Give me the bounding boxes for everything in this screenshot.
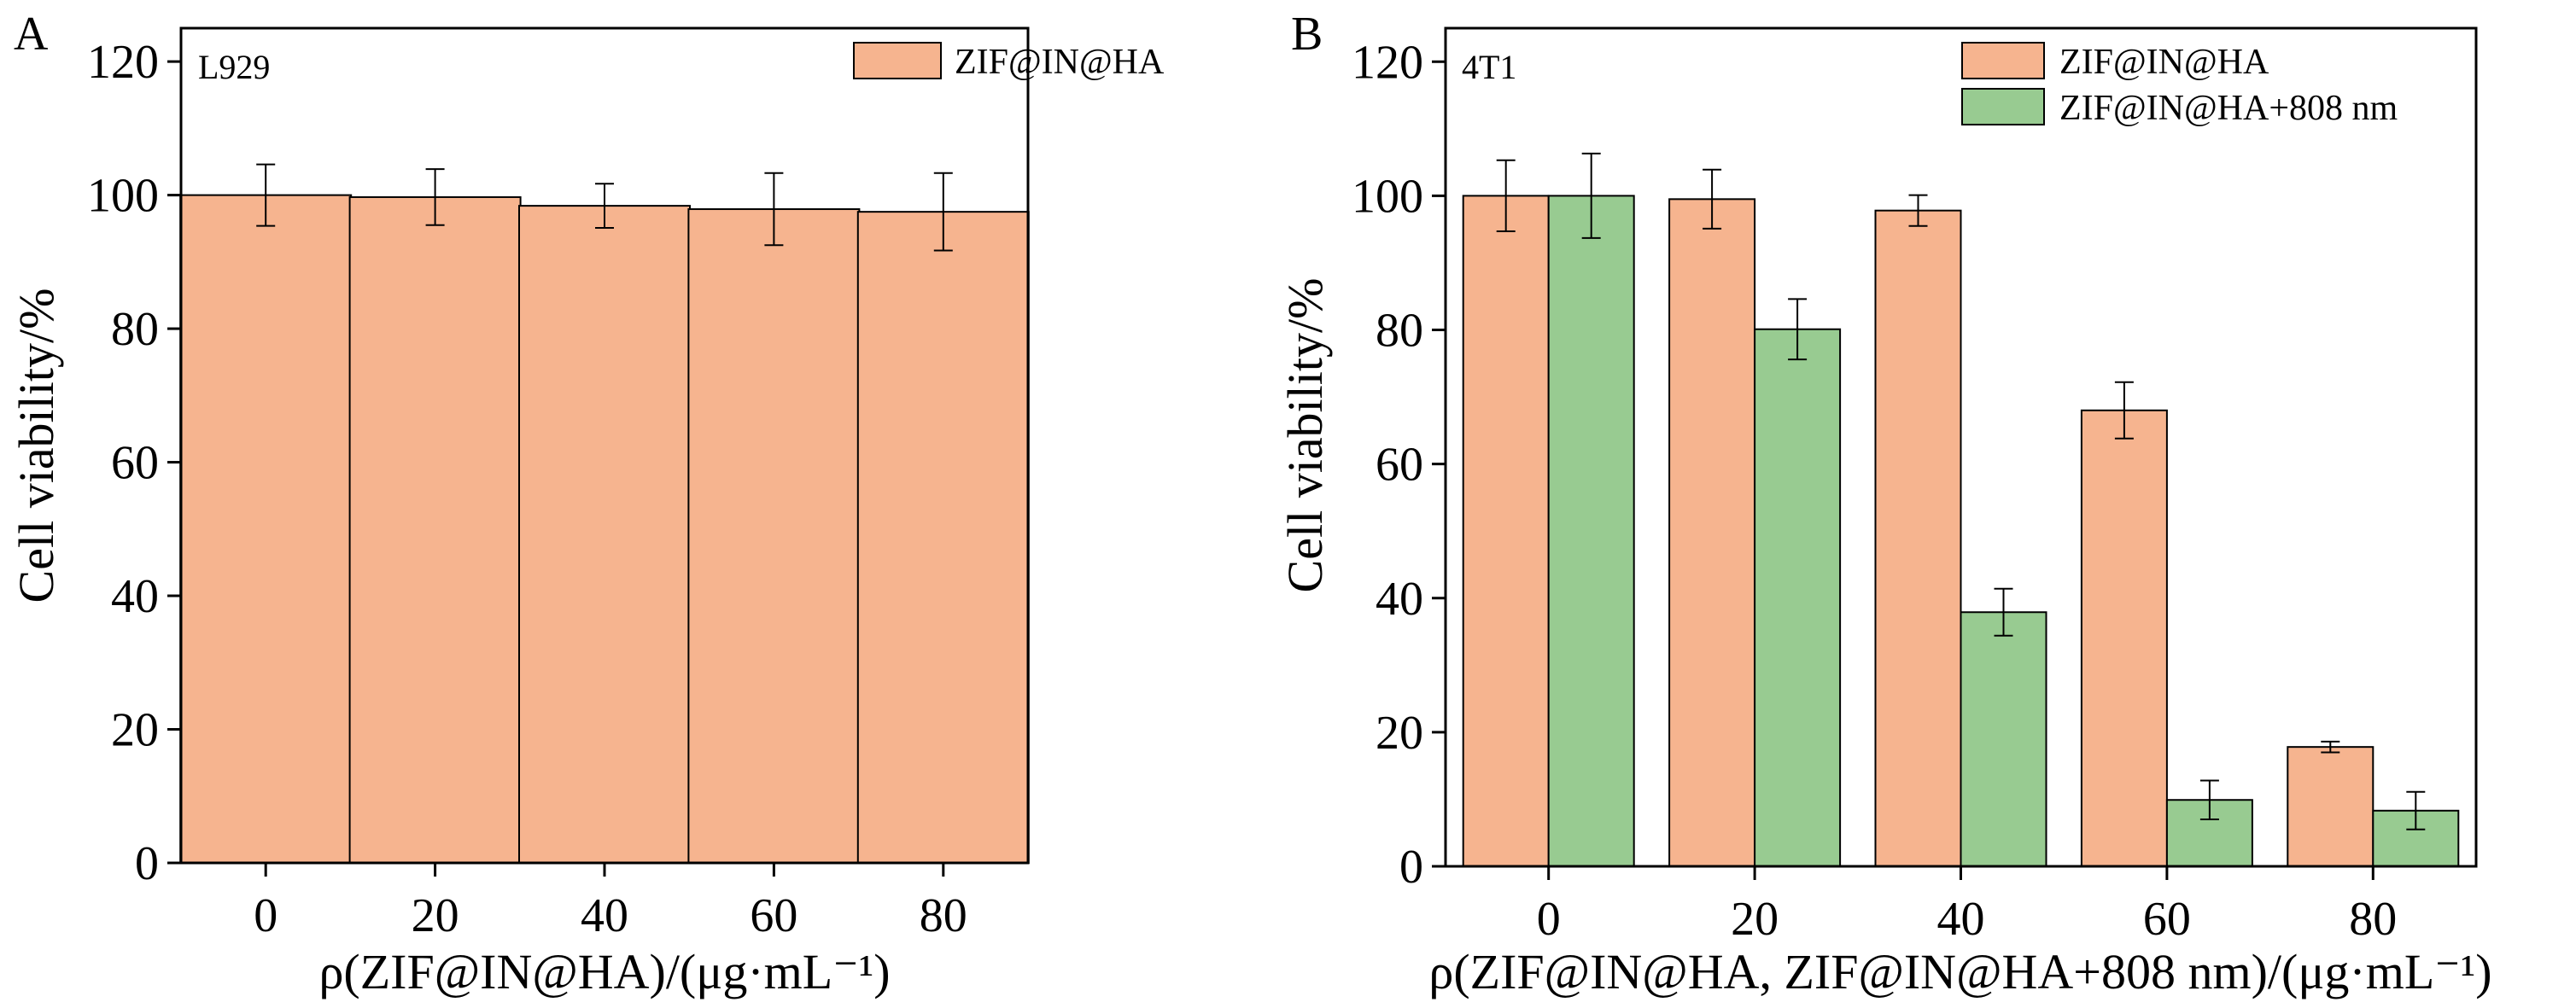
panel-b-bar-s2-20 [1754,328,1842,868]
panel-a-y-tick-label-40: 40 [111,570,159,623]
panel-a-x-tick-label-80: 80 [920,889,967,942]
panel-a-bar-s1-60 [687,208,861,864]
panel-b-cell-line-label: 4T1 [1462,48,1516,86]
panel-a-letter: A [14,8,49,61]
panel-a-bar-s1-20 [348,195,522,864]
panel-b-legend-label-2: ZIF@IN@HA+808 nm [2059,89,2398,128]
panel-b-x-axis: 0 20 40 60 80 [1537,866,2397,946]
panel-b-x-tick-label-60: 60 [2143,893,2191,946]
panel-b-error-bar-s1-0 [1496,159,1516,233]
panel-b-y-tick-label-40: 40 [1376,573,1423,626]
panel-a: A 0 20 40 60 80 100 120 0 20 40 60 80 L929 ZIF@IN@… [9,8,1165,999]
panel-a-y-tick-label-80: 80 [111,303,159,356]
panel-a-legend-label: ZIF@IN@HA [955,43,1165,82]
panel-a-bar-s1-80 [856,211,1030,865]
panel-b-bar-s1-80 [2287,746,2374,868]
panel-a-x-tick-label-40: 40 [581,889,628,942]
panel-a-y-tick-label-120: 120 [87,36,159,89]
panel-a-x-tick-label-60: 60 [750,889,797,942]
panel-b-error-bar-s2-80 [2406,790,2426,830]
panel-b-bar-s1-20 [1668,198,1756,867]
panel-a-x-tick-label-0: 0 [254,889,277,942]
panel-b-bar-s1-0 [1462,195,1550,867]
panel-a-y-tick-label-100: 100 [87,170,159,223]
panel-b-bar-s1-60 [2080,409,2168,867]
panel-b-error-bar-s1-60 [2114,381,2134,440]
panel-b-y-axis: 0 20 40 60 80 100 120 [1352,36,1446,894]
panel-a-error-bar-s1-0 [256,163,276,227]
panel-b-x-axis-title: ρ(ZIF@IN@HA, ZIF@IN@HA+808 nm)/(μg·mL⁻¹) [1428,944,2491,999]
panel-b-error-bar-s1-40 [1908,194,1928,227]
panel-b-error-bar-s2-0 [1581,152,1601,239]
panel-a-bar-s1-40 [518,205,691,864]
panel-a-y-axis: 0 20 40 60 80 100 120 [87,36,181,890]
panel-a-y-tick-label-20: 20 [111,704,159,757]
panel-b-x-tick-label-80: 80 [2349,893,2397,946]
panel-b-error-bar-s2-40 [1994,587,2013,637]
panel-b-x-tick-label-40: 40 [1937,893,1985,946]
panel-a-error-bar-s1-20 [425,168,445,226]
panel-b-y-tick-label-0: 0 [1399,841,1423,894]
panel-b-letter: B [1291,8,1323,61]
panel-b-bar-s1-40 [1874,209,1962,867]
panel-b-y-tick-label-80: 80 [1376,305,1423,358]
panel-b-bars [1462,195,2460,868]
panel-a-x-tick-label-20: 20 [412,889,459,942]
panel-b-error-bar-s1-20 [1703,168,1722,230]
panel-b: B 0 20 40 60 80 100 120 0 20 40 60 80 4T1 ZIF@IN@H… [1277,8,2492,999]
panel-b-error-bar-s2-60 [2199,779,2219,821]
panel-b-bar-s2-40 [1960,611,2047,868]
panel-a-x-axis-title: ρ(ZIF@IN@HA)/(μg·mL⁻¹) [318,944,890,999]
panel-a-error-bar-s1-60 [764,172,784,247]
panel-b-x-tick-label-20: 20 [1731,893,1779,946]
panel-b-y-tick-label-120: 120 [1352,36,1423,89]
panel-b-bar-s2-0 [1547,195,1635,867]
panel-b-y-tick-label-60: 60 [1376,439,1423,492]
panel-a-bar-s1-0 [179,194,353,865]
panel-b-y-tick-label-100: 100 [1352,170,1423,223]
panel-a-error-bar-s1-40 [595,183,614,229]
panel-a-y-tick-label-0: 0 [135,837,159,890]
panel-b-y-tick-label-20: 20 [1376,707,1423,760]
panel-a-cell-line-label: L929 [198,48,270,86]
panel-a-legend-swatch [853,42,942,79]
panel-b-legend-swatch-2 [1961,88,2045,125]
panel-b-y-axis-title: Cell viability/% [1277,278,1333,593]
panel-b-error-bar-s2-20 [1788,298,1808,361]
panel-b-x-tick-label-0: 0 [1537,893,1561,946]
panel-b-error-bars [1496,152,2426,830]
panel-a-error-bars [256,163,953,252]
panel-b-legend-swatch-1 [1961,42,2045,79]
panel-b-legend-label-1: ZIF@IN@HA [2059,43,2269,82]
panel-a-x-axis: 0 20 40 60 80 [254,863,967,942]
panel-a-error-bar-s1-80 [933,172,953,252]
panel-a-y-tick-label-60: 60 [111,437,159,490]
panel-a-y-axis-title: Cell viability/% [9,288,64,603]
panel-b-legend: ZIF@IN@HA ZIF@IN@HA+808 nm [1961,42,2398,128]
panel-b-error-bar-s1-80 [2321,740,2340,754]
panel-a-legend: ZIF@IN@HA [853,42,1165,82]
panel-a-bars [179,194,1030,865]
